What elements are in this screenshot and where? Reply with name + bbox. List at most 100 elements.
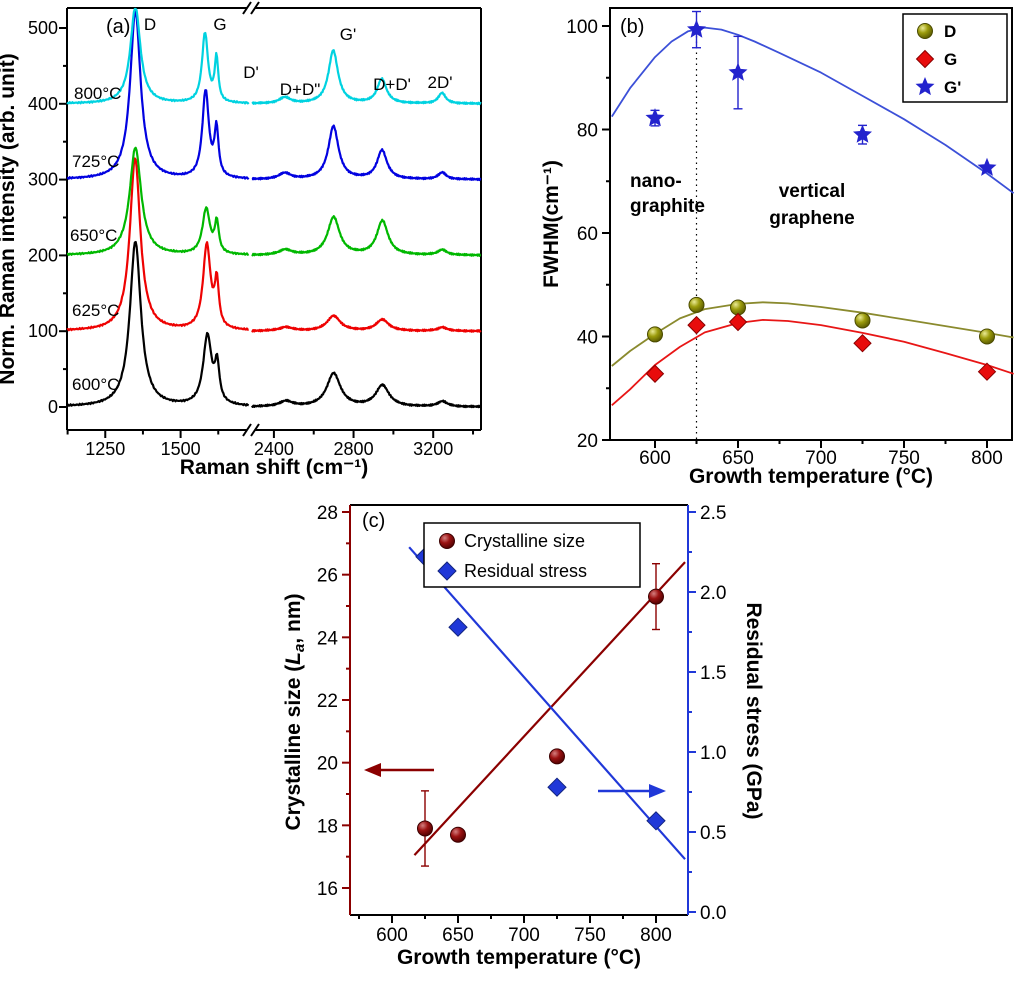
panel-b-fwhm-chart: 20 40 60 80 100 600 650 700 750 800 DG G' (b) Growt… xyxy=(540,7,1015,488)
panel-b-x-axis-title: Growth temperature (°C) xyxy=(689,465,933,488)
axis-title-part: L xyxy=(282,652,305,665)
panel-b-y-axis-title: FWHM(cm⁻¹) xyxy=(540,160,563,288)
left-y-tick-label: 24 xyxy=(317,628,339,649)
data-point-sphere xyxy=(917,23,933,39)
trend-curve-G xyxy=(611,319,1014,406)
spectrum-625°C xyxy=(66,157,482,333)
svg-rect xyxy=(609,7,1013,441)
temperature-label: 650°C xyxy=(70,226,117,245)
x-tick-label: 3200 xyxy=(413,439,453,459)
data-point-diamond xyxy=(448,617,468,637)
right-y-tick-label: 2.5 xyxy=(700,503,726,524)
peak-label: D+D" xyxy=(280,80,321,99)
y-tick-label: 80 xyxy=(577,121,598,142)
data-point-star xyxy=(977,157,997,176)
region-label-nano-graphite-line2: graphite xyxy=(630,196,705,217)
data-point-diamond xyxy=(687,315,706,335)
axis-break-mark xyxy=(242,423,252,437)
x-tick-label: 2800 xyxy=(334,439,374,459)
right-y-tick-label: 0.0 xyxy=(700,903,726,924)
left-y-tick-label: 28 xyxy=(317,503,338,524)
spectrum-600°C xyxy=(66,240,482,409)
data-point-star xyxy=(728,62,748,81)
region-label-nano-graphite-line1: nano- xyxy=(630,171,682,192)
panel-b-series xyxy=(611,10,1015,406)
y-tick-label: 400 xyxy=(28,94,58,114)
left-arrow-head xyxy=(364,763,381,777)
right-y-tick-label: 2.0 xyxy=(700,583,726,604)
panel-b-legend: DG G' xyxy=(902,13,1008,103)
spectrum-725°C xyxy=(66,10,482,182)
y-tick-label: 500 xyxy=(28,18,58,38)
region-label-vertical-graphene-line1: vertical xyxy=(779,181,846,202)
fit-line-left xyxy=(413,561,686,856)
y-tick-label: 300 xyxy=(28,170,58,190)
x-tick-label: 650 xyxy=(442,925,474,946)
peak-label: 2D' xyxy=(428,73,453,92)
y-tick-label: 60 xyxy=(577,224,598,245)
panel-c-size-stress-chart: 16 18 20 22 24 26 28 0.0 0.5 1.0 1.5 2.0 2.5 600 650 70… xyxy=(282,503,765,969)
left-y-tick-label: 20 xyxy=(317,754,338,775)
left-y-tick-label: 18 xyxy=(317,816,338,837)
peak-label: G xyxy=(213,15,226,34)
y-tick-label: 20 xyxy=(577,431,598,452)
x-tick-label: 750 xyxy=(888,448,920,469)
right-y-tick-label: 1.5 xyxy=(700,663,726,684)
axis-title-part: , nm) xyxy=(282,593,305,643)
data-point-star xyxy=(853,124,872,143)
peak-label: D' xyxy=(243,63,259,82)
data-point-sphere xyxy=(688,296,705,313)
data-point-diamond xyxy=(853,334,872,353)
temperature-label: 600°C xyxy=(72,375,119,394)
axis-direction-arrows xyxy=(364,763,666,798)
panel-b-axes xyxy=(602,7,1013,448)
spectrum-800°C xyxy=(66,7,482,106)
data-point-star xyxy=(915,77,935,96)
x-tick-label: 650 xyxy=(722,448,754,469)
data-point-sphere xyxy=(417,820,433,837)
x-tick-label: 700 xyxy=(508,925,540,946)
panel-b-label: (b) xyxy=(620,16,644,38)
panel-c-plot-area: 16 18 20 22 24 26 28 0.0 0.5 1.0 1.5 2.0 2.5 600 650 70… xyxy=(317,503,727,946)
data-point-diamond xyxy=(547,777,567,797)
panel-b-plot-area: 20 40 60 80 100 600 650 700 750 800 DG G' xyxy=(566,7,1015,469)
axis-break-mark xyxy=(250,423,260,437)
region-label-vertical-graphene-line2: graphene xyxy=(769,208,855,229)
data-point-diamond xyxy=(728,312,748,332)
panel-b-tick-labels: 20 40 60 80 100 600 650 700 750 800 xyxy=(566,17,1003,469)
legend-label: D xyxy=(944,22,956,41)
x-tick-label: 750 xyxy=(574,925,606,946)
x-tick-label: 700 xyxy=(805,448,837,469)
y-tick-label: 40 xyxy=(577,328,598,349)
peak-label: D xyxy=(144,15,156,34)
axis-break-mark xyxy=(250,1,260,15)
legend-label: Residual stress xyxy=(464,561,587,581)
peak-label: D+D' xyxy=(373,75,411,94)
panel-c-tick-labels: 16 18 20 22 24 26 28 0.0 0.5 1.0 1.5 2.0 2.5 600 650 70… xyxy=(317,503,727,946)
y-tick-label: 100 xyxy=(566,17,598,38)
panel-c-legend: Crystalline size Residual stress xyxy=(423,522,641,588)
axis-title-part: Crystalline size ( xyxy=(282,665,305,831)
data-point-diamond xyxy=(977,362,997,381)
data-point-diamond xyxy=(437,561,457,581)
left-y-tick-label: 16 xyxy=(317,879,338,900)
panel-a-raman-spectra-chart: 0 100 200 300 400 500 1250 1500 2400 2800 3200 600°… xyxy=(0,1,482,479)
fit-line-right xyxy=(408,546,686,860)
data-point-sphere xyxy=(439,533,455,549)
panel-a-label: (a) xyxy=(106,16,130,38)
data-point-diamond xyxy=(645,364,665,383)
panel-c-label: (c) xyxy=(362,510,385,532)
temperature-label: 725°C xyxy=(72,152,119,171)
x-tick-label: 2400 xyxy=(254,439,294,459)
panel-c-x-axis-title: Growth temperature (°C) xyxy=(397,946,641,969)
axis-title-part: a xyxy=(291,644,308,652)
data-point-star xyxy=(645,108,665,127)
x-tick-label: 800 xyxy=(640,925,672,946)
trend-curve-G' xyxy=(611,26,1015,194)
axis-break-mark xyxy=(242,1,252,15)
panel-a-plot-area: 0 100 200 300 400 500 1250 1500 2400 2800 3200 600°… xyxy=(28,1,482,459)
x-tick-label: 1250 xyxy=(85,439,125,459)
panel-c-series xyxy=(408,546,686,867)
